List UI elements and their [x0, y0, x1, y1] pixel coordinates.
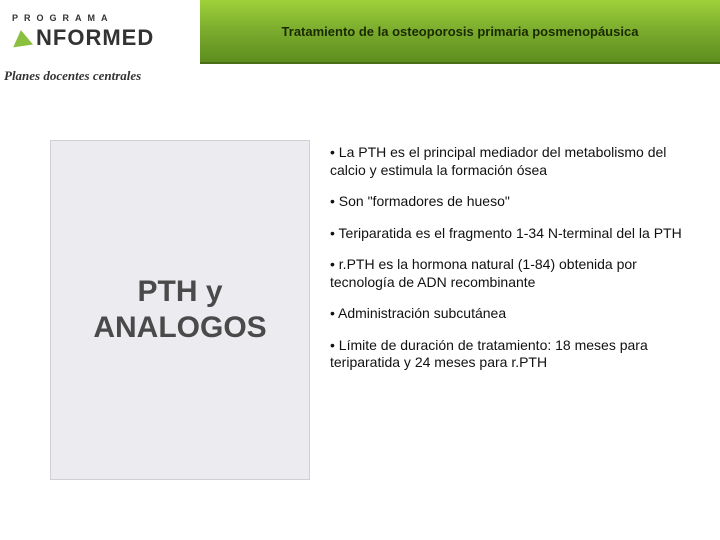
bullet-list: • La PTH es el principal mediador del me…	[330, 140, 700, 520]
bullet-item: • Son "formadores de hueso"	[330, 193, 700, 211]
header-bar: PROGRAMA NFORMED Tratamiento de la osteo…	[0, 0, 720, 64]
left-panel: PTH y ANALOGOS	[50, 140, 310, 480]
logo-main: NFORMED	[12, 25, 200, 51]
logo-program-text: PROGRAMA	[12, 13, 200, 23]
bullet-item: • La PTH es el principal mediador del me…	[330, 144, 700, 179]
logo-word: NFORMED	[36, 25, 154, 51]
bullet-item: • Administración subcutánea	[330, 305, 700, 323]
logo-triangle-icon	[11, 29, 33, 48]
subheader-text: Planes docentes centrales	[0, 64, 240, 88]
bullet-item: • r.PTH es la hormona natural (1-84) obt…	[330, 256, 700, 291]
content-area: PTH y ANALOGOS • La PTH es el principal …	[50, 140, 700, 520]
logo-area: PROGRAMA NFORMED	[0, 0, 200, 64]
header-title: Tratamiento de la osteoporosis primaria …	[200, 0, 720, 64]
left-panel-title: PTH y ANALOGOS	[51, 274, 309, 346]
bullet-item: • Teriparatida es el fragmento 1-34 N-te…	[330, 225, 700, 243]
bullet-item: • Límite de duración de tratamiento: 18 …	[330, 337, 700, 372]
